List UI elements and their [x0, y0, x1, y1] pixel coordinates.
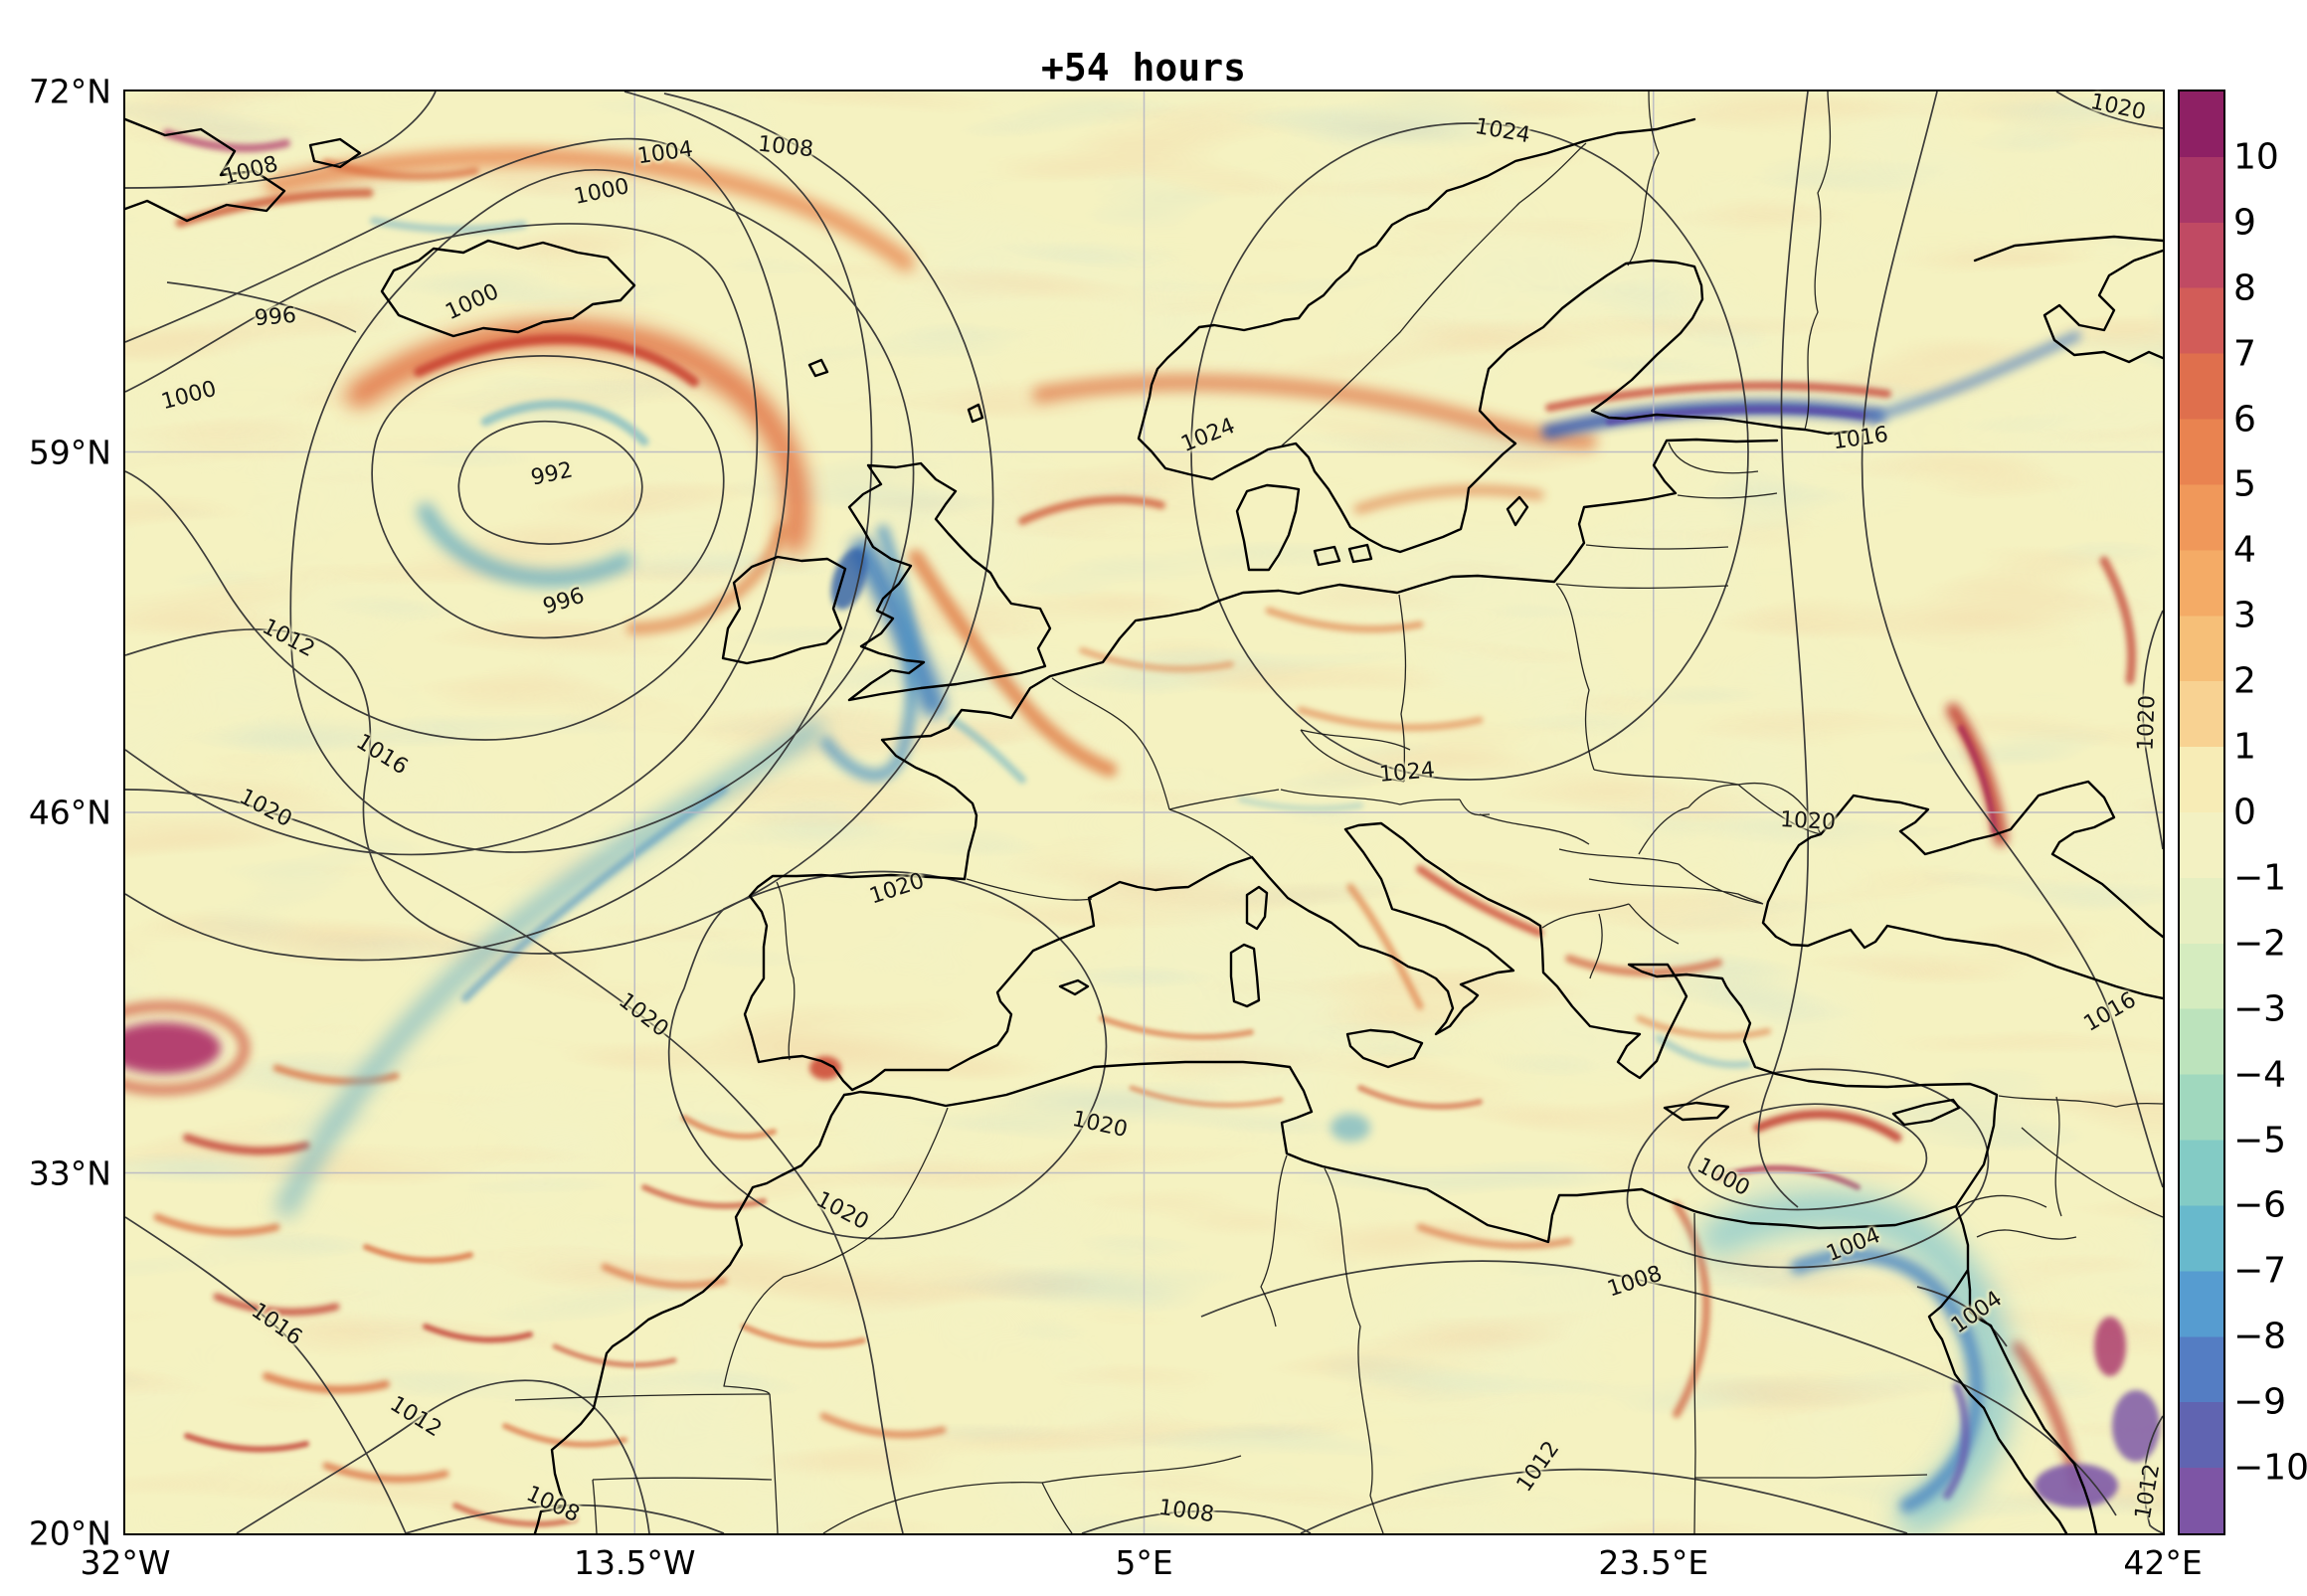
coast-iceland: [380, 239, 636, 338]
coast-faroes-shetland: [807, 358, 984, 424]
longitude-axis: 32°W 13.5°W 5°E 23.5°E 42°E: [80, 1537, 2202, 1593]
coast-greenland: [125, 117, 362, 223]
colorbar-tick-label: 9: [2233, 202, 2256, 244]
map-plot: 1008 996 1000 1000 1000 1004 1008 1024 1020 992 99…: [123, 89, 2165, 1535]
latitude-axis: 72°N 59°N 46°N 33°N 20°N: [0, 73, 119, 1553]
colorbar-tick-label: 2: [2233, 660, 2256, 702]
coast-baltic-west-europe: [880, 438, 1779, 881]
colorbar-tick-label: 0: [2233, 792, 2256, 833]
colorbar-tick-label: −3: [2233, 988, 2287, 1030]
coast-redsea: [1927, 1204, 2098, 1533]
isobars: [125, 91, 2163, 1533]
lon-tick-label: 42°E: [2123, 1543, 2203, 1582]
coast-denmark: [1235, 483, 1529, 572]
coast-blacksea: [1761, 780, 2163, 1000]
borders: [514, 91, 2163, 1533]
coast-kola-whitesea: [1973, 235, 2163, 364]
colorbar-gradient: [2180, 91, 2223, 1533]
colorbar-tick-label: −10: [2233, 1447, 2307, 1489]
colorbar-tick-label: 5: [2233, 463, 2256, 505]
coast-britain: [847, 461, 1052, 702]
coast-scandinavia: [1137, 117, 1853, 554]
lon-tick-label: 5°E: [1115, 1543, 1173, 1582]
colorbar-tick-label: −2: [2233, 923, 2287, 965]
coast-ireland: [721, 555, 847, 665]
advection-field: [125, 129, 2160, 1533]
lat-tick-label: 59°N: [28, 433, 111, 471]
coast-iberia-mediterranean-africa: [533, 821, 1999, 1533]
lead-time-label: +54 hours: [1041, 46, 1246, 89]
colorbar-ticks: 10 9 8 7 6 5 4 3 2 1 0 −1 −2 −3 −4 −5 −6 −7 −8 −9 −10: [2233, 91, 2307, 1533]
colorbar-tick-label: −8: [2233, 1316, 2287, 1357]
lat-tick-label: 20°N: [28, 1513, 111, 1553]
lat-tick-label: 46°N: [28, 793, 111, 832]
colorbar-tick-label: 10: [2233, 136, 2279, 178]
colorbar-tick-label: 1: [2233, 726, 2256, 768]
colorbar-tick-label: −9: [2233, 1381, 2287, 1423]
colorbar-tick-label: 6: [2233, 399, 2256, 441]
lat-tick-label: 72°N: [28, 72, 111, 111]
colorbar-tick-label: −4: [2233, 1054, 2287, 1096]
colorbar-tick-label: −5: [2233, 1120, 2287, 1161]
colorbar-tick-label: −7: [2233, 1250, 2287, 1292]
graticule: [125, 91, 2163, 1533]
colorbar-tick-label: 3: [2233, 595, 2256, 636]
coastlines: [125, 117, 2163, 1533]
lon-tick-label: 13.5°W: [573, 1543, 696, 1582]
coast-islands: [1058, 885, 1961, 1127]
lat-tick-label: 33°N: [28, 1153, 111, 1192]
colorbar-tick-label: 8: [2233, 267, 2256, 309]
lon-tick-label: 23.5°E: [1598, 1543, 1709, 1582]
map-svg: [125, 91, 2163, 1533]
lon-tick-label: 32°W: [80, 1543, 171, 1582]
colorbar-tick-label: 7: [2233, 333, 2256, 375]
colorbar-tick-label: −1: [2233, 857, 2287, 899]
colorbar: [2178, 89, 2225, 1535]
colorbar-tick-label: 4: [2233, 529, 2256, 571]
colorbar-tick-label: −6: [2233, 1184, 2287, 1226]
